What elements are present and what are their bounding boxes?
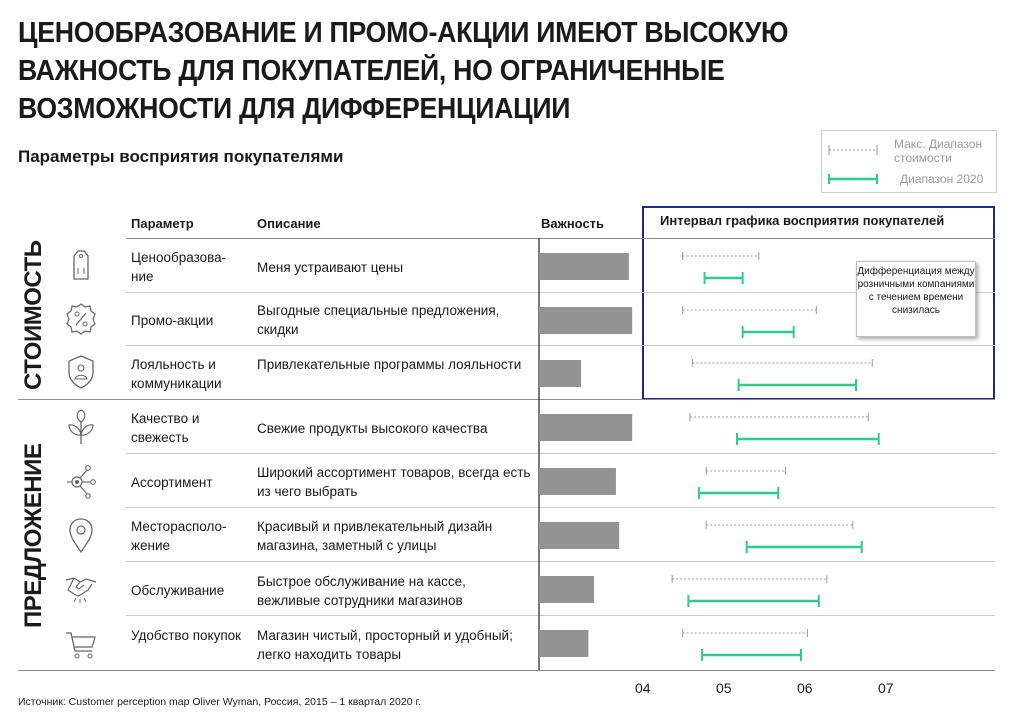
importance-bar [539, 522, 620, 549]
importance-bar [539, 576, 595, 603]
importance-bar [539, 414, 633, 441]
row-desc-location: Красивый и привлекательный дизайн магази… [257, 519, 493, 553]
row-divider [126, 561, 995, 562]
legend-max-range-label: Макс. Диапазон стоимости [894, 137, 983, 165]
shopping-cart-icon [66, 632, 96, 659]
handshake-icon [65, 577, 97, 603]
importance-bar [539, 307, 633, 334]
row-param-quality: Качество и свежесть [131, 411, 200, 445]
header-description: Описание [257, 216, 321, 231]
row-divider [126, 292, 995, 293]
importance-bar [539, 468, 616, 495]
page-title: ЦЕНООБРАЗОВАНИЕ И ПРОМО-АКЦИИ ИМЕЮТ ВЫСО… [18, 17, 789, 125]
x-tick-label: 07 [878, 680, 894, 696]
row-desc-service: Быстрое обслуживание на кассе, вежливые … [257, 574, 466, 608]
importance-bar [539, 253, 629, 280]
group-divider [18, 399, 995, 400]
shield-user-icon [68, 355, 94, 389]
row-divider [126, 615, 995, 616]
group-label-cost: СТОИМОСТЬ [20, 240, 47, 390]
source-note: Источник: Customer perception map Oliver… [18, 696, 421, 708]
row-desc-quality: Свежие продукты высокого качества [257, 421, 488, 436]
x-tick-label: 05 [716, 680, 732, 696]
row-param-loyalty: Лояльность и коммуникации [131, 357, 222, 391]
row-param-pricing: Ценообразова-ние [131, 250, 227, 284]
header-divider [126, 238, 995, 239]
row-param-convenience: Удобство покупок [131, 628, 242, 643]
callout-note: Дифференциация между розничными компания… [856, 261, 976, 337]
legend: Макс. Диапазон стоимости Диапазон 2020 [821, 130, 997, 193]
row-desc-pricing: Меня устраивают цены [257, 260, 404, 275]
importance-bar [539, 630, 589, 657]
table-bottom-line [18, 670, 995, 671]
header-interval: Интервал графика восприятия покупателей [660, 213, 945, 228]
map-pin-icon [69, 518, 93, 554]
legend-range-2020-label: Диапазон 2020 [900, 172, 984, 186]
legend-swatches [828, 145, 878, 184]
row-desc-promo: Выгодные специальные предложения, скидки [257, 303, 500, 337]
chart-subtitle: Параметры восприятия покупателями [18, 147, 344, 166]
row-param-service: Обслуживание [131, 583, 225, 598]
row-param-location: Месторасполо-жение [131, 519, 227, 553]
x-tick-label: 06 [797, 680, 813, 696]
row-divider [126, 453, 995, 454]
header-param: Параметр [131, 216, 194, 231]
network-icon [67, 465, 96, 499]
legend-max-range-swatch [828, 145, 878, 155]
row-desc-convenience: Магазин чистый, просторный и удобный; ле… [257, 628, 513, 662]
importance-bar [539, 360, 582, 387]
header-importance: Важность [541, 216, 605, 231]
row-desc-assortment: Широкий ассортимент товаров, всегда есть… [257, 465, 531, 499]
row-desc-loyalty: Привлекательные программы лояльности [257, 357, 522, 372]
group-label-offer: ПРЕДЛОЖЕНИЕ [20, 443, 47, 628]
row-divider [126, 345, 995, 346]
leaf-icon [68, 409, 94, 444]
percent-badge-icon [66, 303, 96, 335]
row-divider [126, 507, 995, 508]
row-param-assortment: Ассортимент [131, 475, 213, 490]
legend-range-2020-swatch [828, 174, 878, 184]
x-tick-label: 04 [635, 680, 651, 696]
row-param-promo: Промо-акции [131, 313, 214, 328]
price-tag-icon [73, 250, 89, 280]
